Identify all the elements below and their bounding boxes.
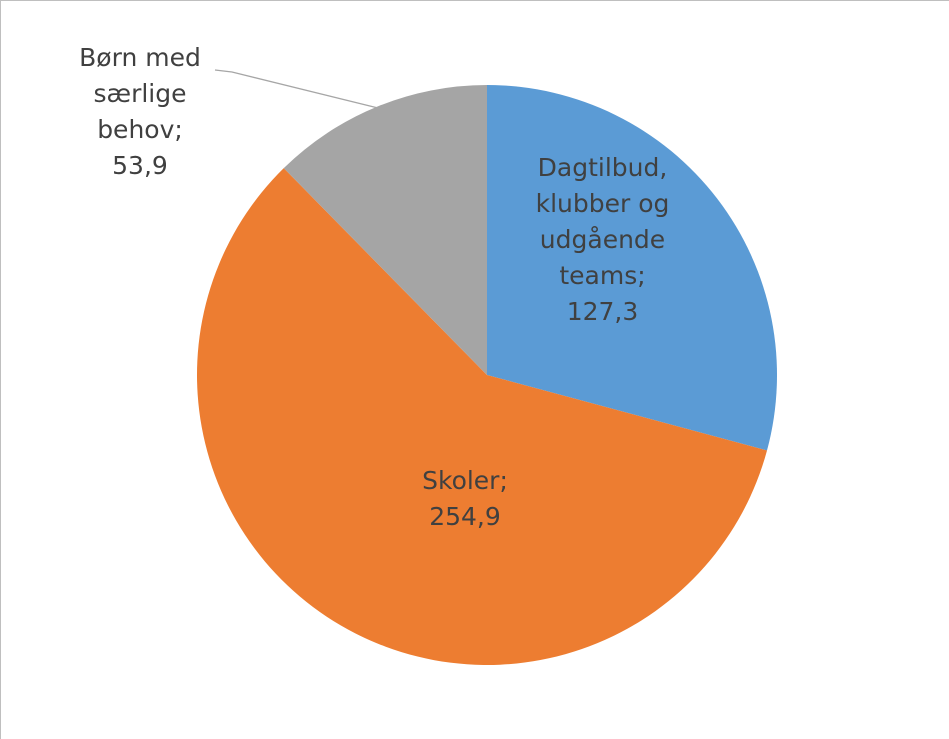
- pie-slice: [196, 168, 768, 665]
- value-label: 53,9: [112, 151, 168, 180]
- pie-slice: [487, 85, 778, 451]
- category-label: Dagtilbud, klubber og udgående teams;: [535, 153, 670, 290]
- value-label: 254,9: [429, 502, 501, 531]
- category-label: Børn med særlige behov;: [79, 43, 201, 144]
- value-label: 127,3: [566, 297, 639, 326]
- data-label: Skoler; 254,9: [395, 463, 535, 535]
- category-label: Skoler;: [422, 466, 508, 495]
- data-label: Dagtilbud, klubber og udgående teams; 127…: [525, 150, 680, 330]
- data-label: Børn med særlige behov; 53,9: [65, 40, 215, 184]
- leader-line: [214, 69, 379, 109]
- pie-slice: [283, 85, 487, 375]
